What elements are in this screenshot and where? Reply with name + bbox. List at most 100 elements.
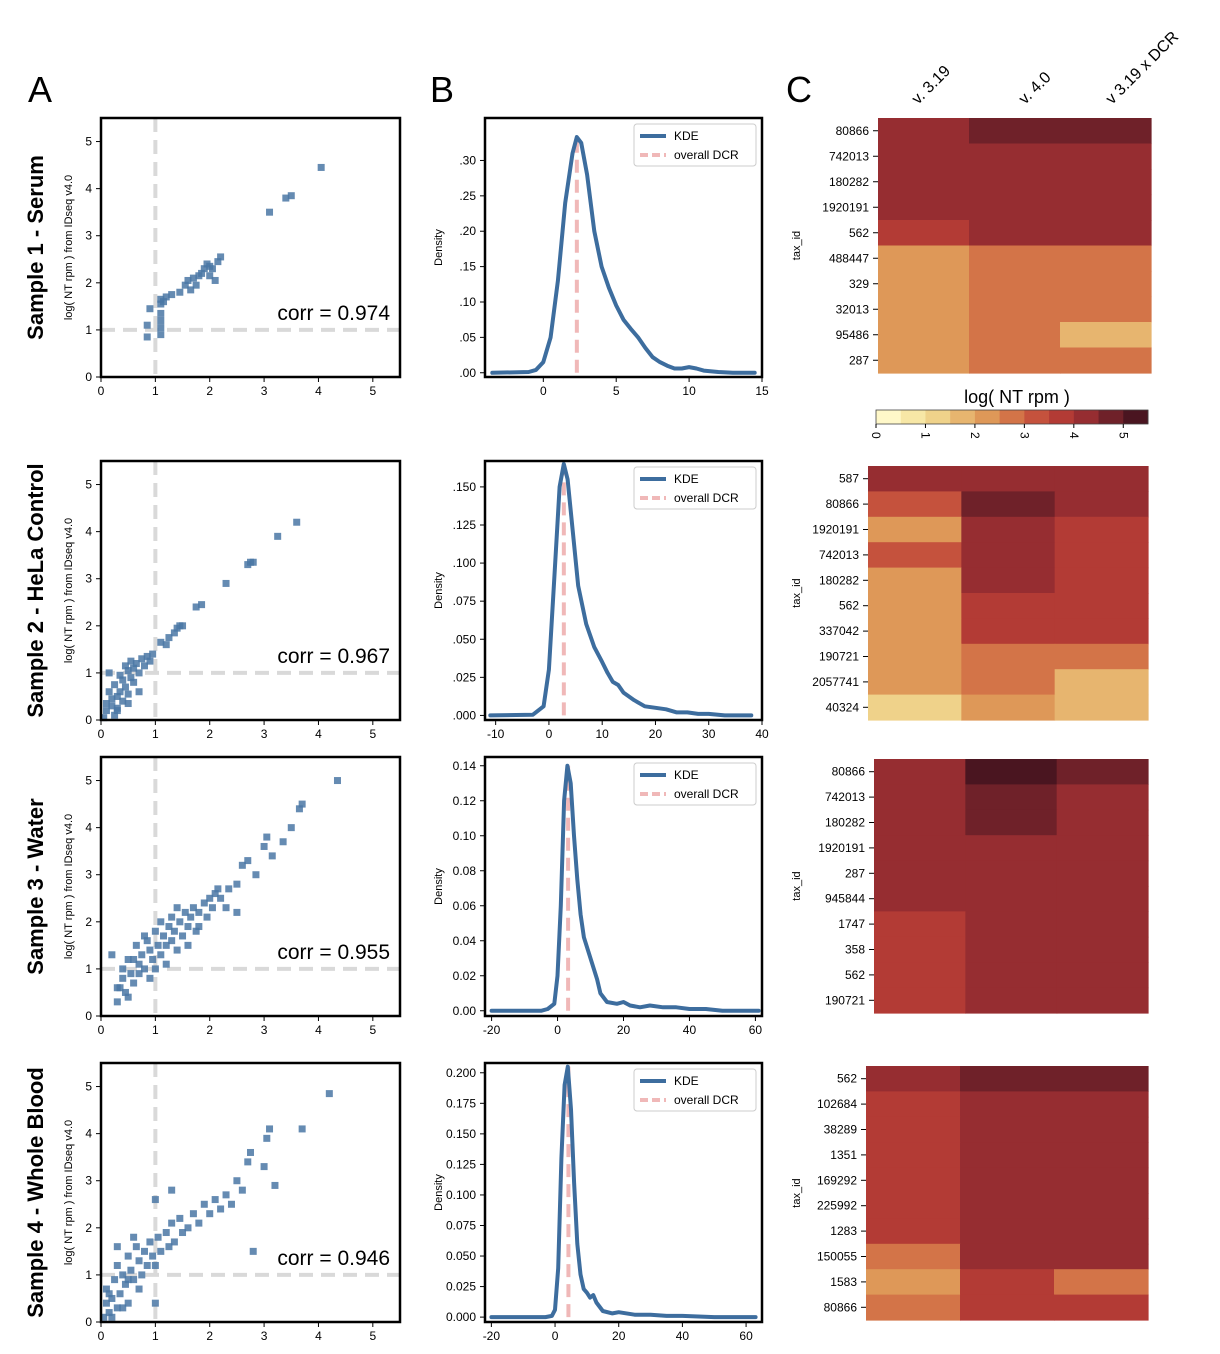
heatmap-cell [1060,143,1152,170]
heatmap-cell [874,987,966,1014]
scatter-point [130,664,138,672]
heatmap-cell [868,567,962,594]
heatmap-row-label: 742013 [829,149,869,163]
kde-curve [489,763,761,1013]
scatter-point [206,1210,214,1218]
heatmap-cell [878,194,970,221]
heatmap-row-label: 80866 [832,765,866,779]
scatter-point [102,1299,110,1307]
heatmap-cell [866,1116,961,1143]
scatter-point [102,700,110,708]
scatter-point [168,1186,176,1194]
kde-curve [488,462,754,718]
heatmap-cell [1054,1066,1149,1092]
row-label: Sample 2 - HeLa Control [23,463,48,717]
colorbar-segment [925,410,951,424]
kde-frame [483,1061,764,1324]
heatmap-row-label: 562 [839,599,859,613]
heatmap-cell [1054,516,1149,543]
heatmap-cell [874,835,966,862]
heatmap-cell [878,245,970,272]
scatter-point [181,281,189,289]
scatter-point [263,1134,271,1142]
scatter-point [113,1243,121,1251]
scatter-point [119,697,127,705]
x-tick-label: 20 [649,727,663,741]
x-tick-label: 1 [152,727,159,741]
scatter-point [132,659,140,667]
heatmap-cell [868,694,962,721]
scatter-point [121,988,129,996]
x-tick-label: 30 [702,727,716,741]
kde-curve [490,135,757,375]
scatter-point [184,1224,192,1232]
scatter-point [143,321,151,329]
scatter-point [170,629,178,637]
scatter-background [101,757,400,1016]
scatter-point [157,309,165,317]
scatter-point [317,163,325,171]
y-tick-label: 3 [85,572,92,586]
scatter-point [108,1294,116,1302]
scatter-point [146,657,154,665]
heatmap-cell [866,1167,961,1194]
heatmap-row-label: 945844 [825,892,865,906]
heatmap-cell [874,809,966,836]
legend-dcr-label: overall DCR [674,787,739,801]
heatmap-cell [965,809,1058,836]
x-tick-label: 60 [749,1023,763,1037]
heatmap-cell [969,194,1061,221]
heatmap-cell [969,347,1061,374]
heatmap-cell [878,322,970,349]
correlation-label: corr = 0.967 [277,645,390,668]
scatter-point [105,1309,113,1317]
scatter-point [135,970,143,978]
scatter-point [263,833,271,841]
heatmap-cell [878,118,970,145]
y-tick-label: 0.150 [446,1127,476,1141]
scatter-point [108,702,116,710]
scatter-point [160,932,168,940]
scatter-point [189,1210,197,1218]
heatmap-cell [1056,936,1149,963]
heatmap-row-label: 287 [849,353,869,367]
scatter-point [211,276,219,284]
heatmap-cell [1054,694,1149,721]
heatmap-cell [878,347,970,374]
x-tick-label: 40 [755,727,769,741]
heatmap-cell [960,1243,1055,1270]
scatter-y-axis-label: log( NT rpm ) from IDseq v4.0 [63,518,75,663]
heatmap-cell [878,271,970,298]
scatter-point [176,288,184,296]
x-tick-label: 4 [315,384,322,398]
scatter-point [119,1271,127,1279]
heatmap-cell [961,643,1056,670]
scatter-point [217,253,225,261]
heatmap-row-label: 190721 [819,650,859,664]
scatter-point [140,965,148,973]
heatmap-row-label: 225992 [817,1199,857,1213]
scatter-point [249,1247,257,1255]
scatter-point [124,1299,132,1307]
colorbar-segment [1123,410,1149,424]
scatter-point [195,908,203,916]
heatmap-row-label: 1920191 [818,841,865,855]
scatter-point [111,1276,119,1284]
heatmap-column-label: v 3.19 x DCR [1103,29,1182,108]
scatter-point [165,1243,173,1251]
heatmap-cell [960,1269,1055,1296]
y-tick-label: 1 [85,323,92,337]
x-tick-label: 5 [369,384,376,398]
scatter-point [266,208,274,216]
y-tick-label: 4 [85,525,92,539]
scatter-y-axis-label: log( NT rpm ) from IDseq v4.0 [63,814,75,959]
heatmap-cell [1054,1142,1149,1169]
x-tick-label: 0 [552,1329,559,1343]
scatter-point [233,908,241,916]
scatter-point [138,1271,146,1279]
scatter-point [113,704,121,712]
heatmap-cell [1054,466,1149,492]
row-label: Sample 4 - Whole Blood [23,1067,48,1318]
scatter-point [157,324,165,332]
heatmap-cell [1054,542,1149,569]
